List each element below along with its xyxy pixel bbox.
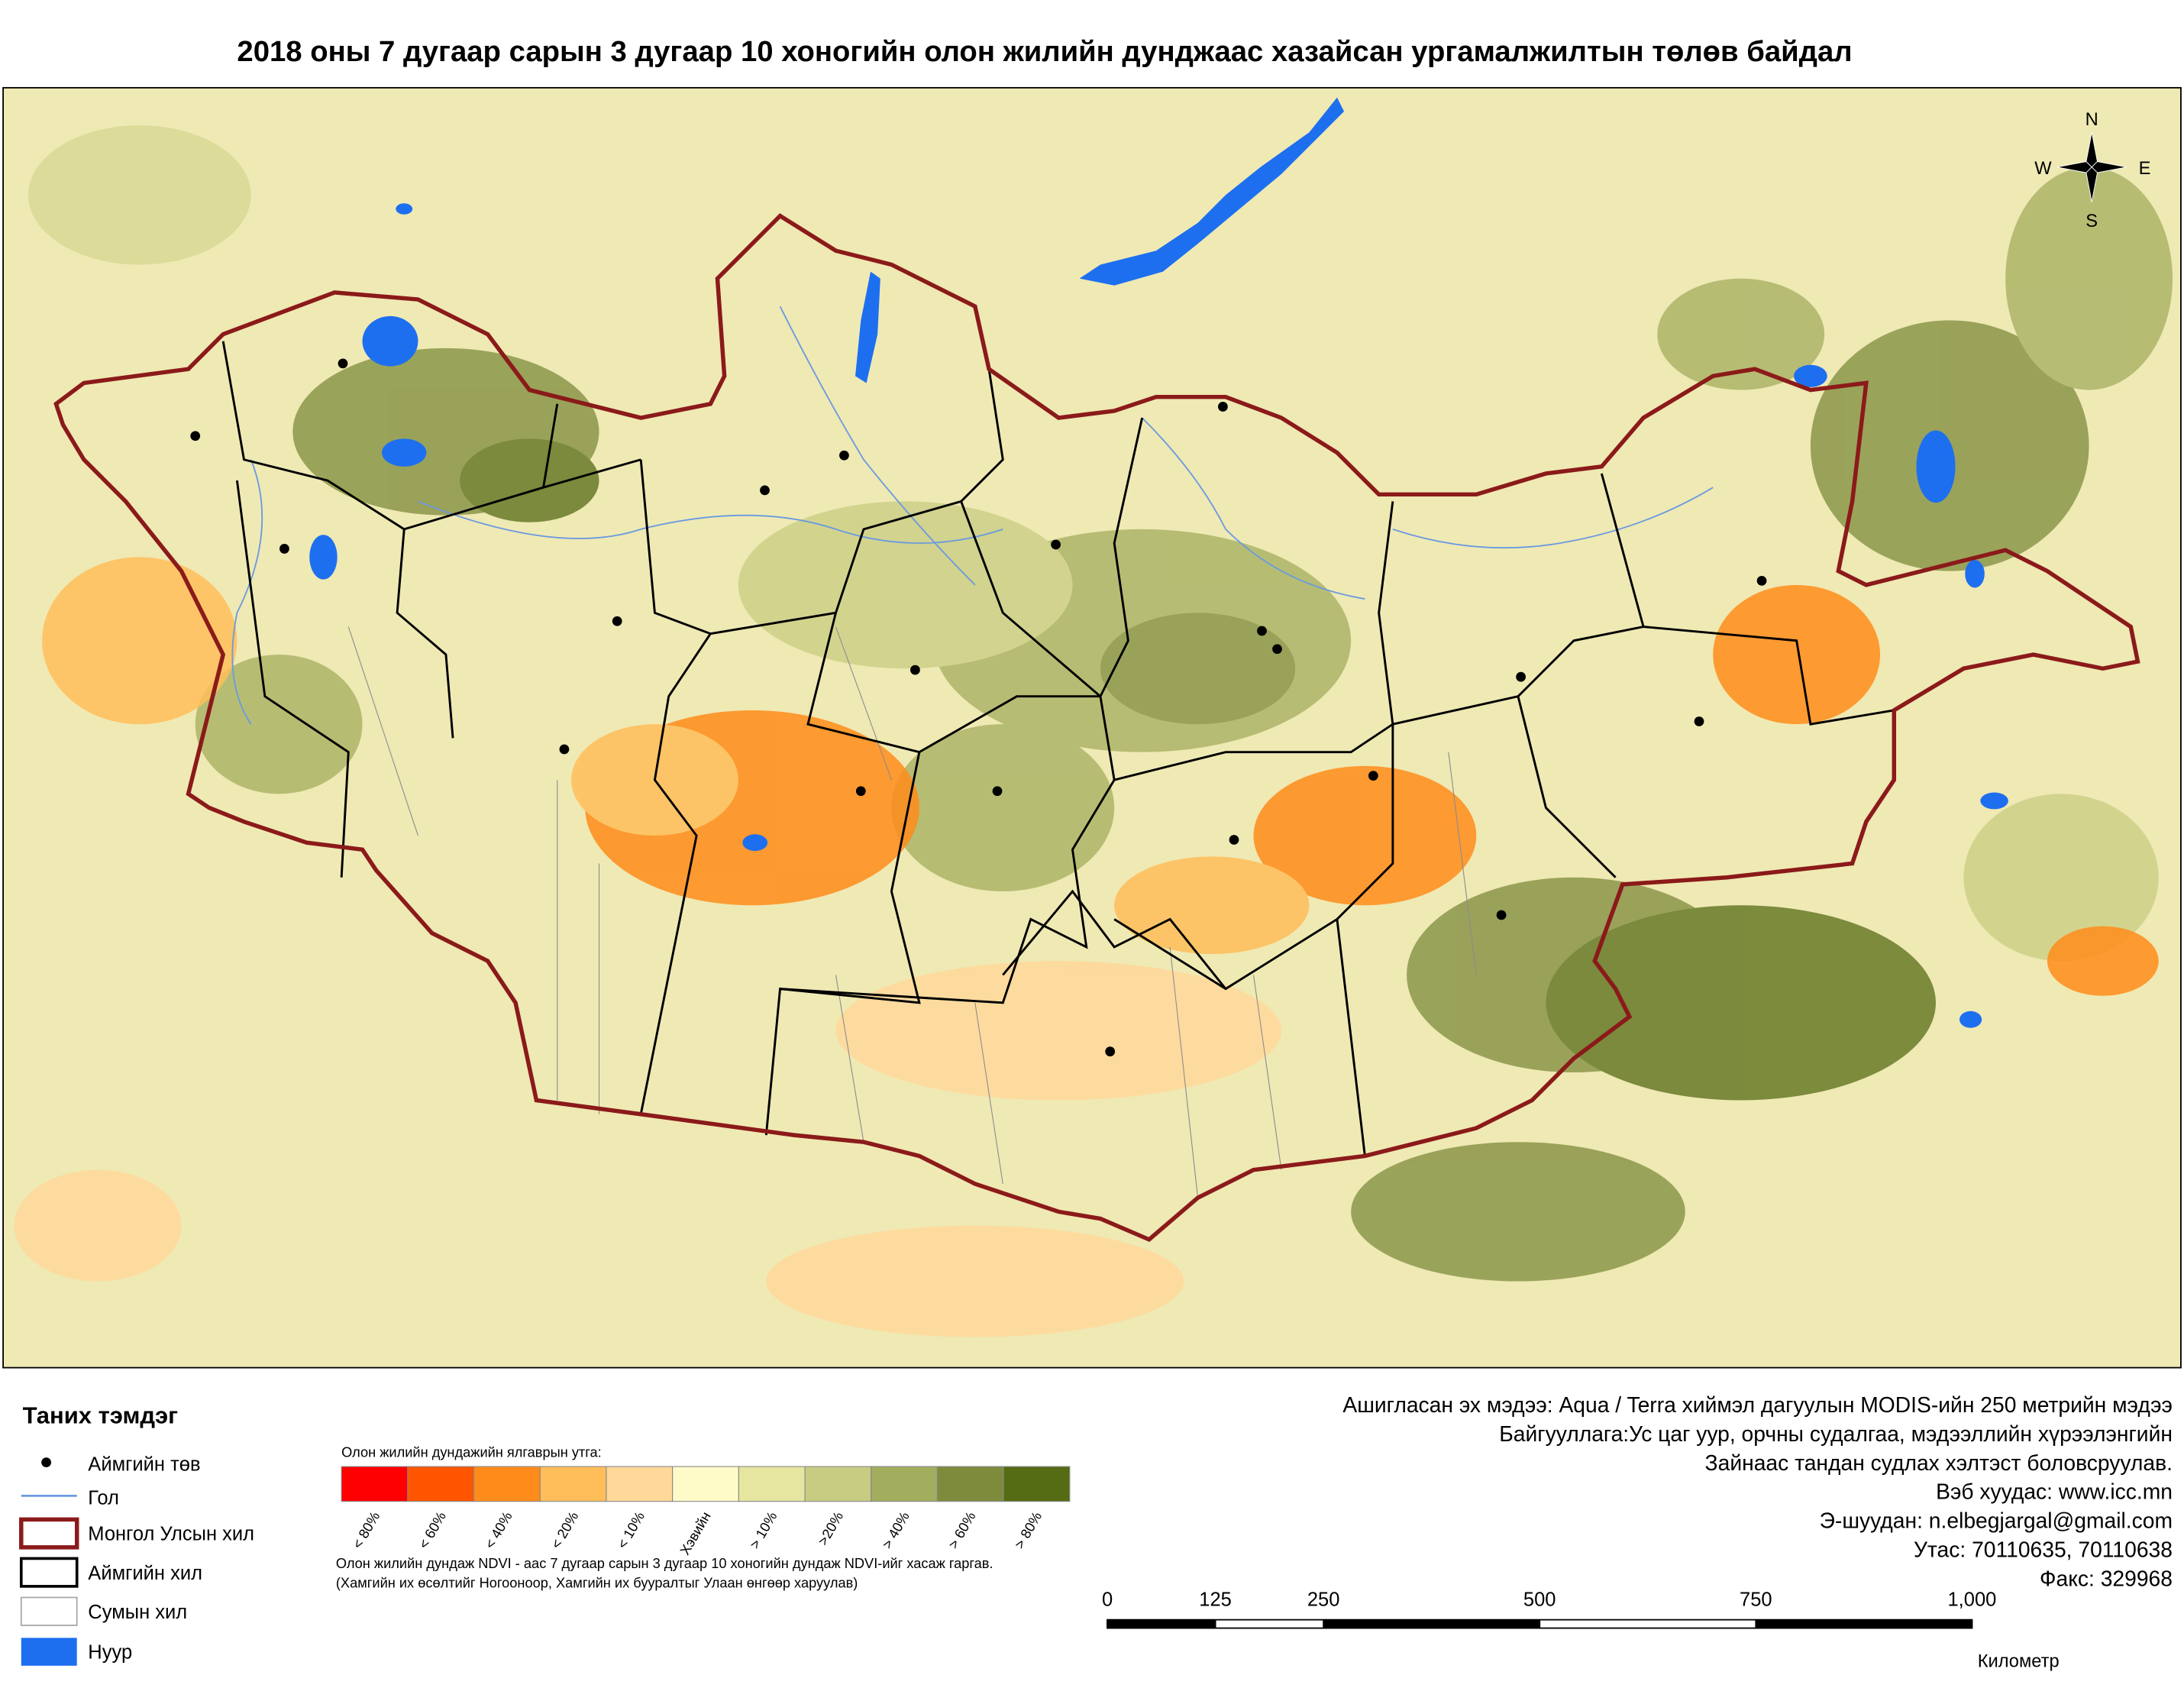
ndvi-scale: Олон жилийн дундажийн ялгаврын утга: < 8… — [341, 1444, 1071, 1557]
scale-bar-label: 125 — [1199, 1589, 1232, 1610]
ndvi-swatch — [539, 1466, 607, 1502]
scale-bar: 0 125 250 500 750 1,000 Километр — [1102, 1589, 2060, 1671]
scale-bar-segment — [1323, 1619, 1540, 1628]
title: 2018 оны 7 дугаар сарын 3 дугаар 10 хоно… — [237, 35, 1852, 68]
legend-symbol-national — [19, 1517, 79, 1550]
ndvi-swatch — [341, 1466, 409, 1502]
legend-item: Аймгийн хил — [88, 1563, 202, 1584]
scale-bar-label: 500 — [1523, 1589, 1556, 1610]
credit-line: Байгууллага:Ус цаг уур, орчны судалгаа, … — [1499, 1421, 2173, 1446]
note: Олон жилийн дундаж NDVI - аас 7 дугаар с… — [336, 1555, 993, 1571]
legend-symbol-sum — [20, 1596, 78, 1626]
legend-title: Таних тэмдэг — [23, 1402, 179, 1429]
ndvi-class-label: < 20% — [548, 1509, 581, 1551]
ndvi-swatch — [672, 1466, 739, 1502]
scale-bar-label: 250 — [1307, 1589, 1340, 1610]
credit-line: Ашигласан эх мэдээ: Aqua / Terra хиймэл … — [1342, 1392, 2173, 1417]
credit-line: Утас: 70110635, 70110638 — [1914, 1538, 2173, 1562]
legend-item: Монгол Улсын хил — [88, 1524, 254, 1545]
vegetation-orange — [14, 557, 2159, 1337]
legend-symbol-aimag — [19, 1557, 79, 1588]
credit-line: Э-шуудан: n.elbegjargal@gmail.com — [1820, 1509, 2173, 1533]
compass: N S W E — [2034, 110, 2150, 231]
credits: Ашигласан эх мэдээ: Aqua / Terra хиймэл … — [1342, 1392, 2173, 1591]
ndvi-class-label: > 10% — [746, 1509, 780, 1551]
ndvi-swatch — [804, 1466, 872, 1502]
scale-bar-label: 750 — [1740, 1589, 1772, 1610]
credit-line: Факс: 329968 — [2040, 1567, 2173, 1591]
scale-bar-label: 1,000 — [1947, 1589, 1996, 1610]
scale-bar-label: 0 — [1102, 1589, 1113, 1610]
ndvi-class-label: < 40% — [481, 1509, 515, 1551]
scale-bar-segment — [1107, 1619, 1216, 1628]
ndvi-class-label: >20% — [814, 1509, 846, 1547]
ndvi-swatch — [1003, 1466, 1071, 1502]
ndvi-swatch — [936, 1466, 1004, 1502]
legend-symbol-center — [41, 1457, 51, 1467]
scale-bar-segment — [1756, 1619, 1972, 1628]
legend-item: Аймгийн төв — [88, 1454, 200, 1476]
ndvi-class-label: < 10% — [614, 1509, 648, 1551]
ndvi-swatch — [606, 1466, 674, 1502]
ndvi-class-label: > 40% — [879, 1509, 913, 1551]
ndvi-class-label: < 60% — [415, 1509, 449, 1551]
compass-e: E — [2139, 159, 2151, 179]
credit-line: Вэб хуудас: www.icc.mn — [1936, 1479, 2173, 1504]
national-border — [53, 213, 2140, 1243]
scale-bar-unit: Километр — [1978, 1652, 2060, 1672]
ndvi-scale-title: Олон жилийн дундажийн ялгаврын утга: — [341, 1444, 602, 1460]
credit-line: Зайнаас тандан судлах хэлтэст боловсруул… — [1705, 1450, 2173, 1475]
ndvi-swatch — [871, 1466, 938, 1502]
legend-symbol-lake — [21, 1638, 77, 1666]
legend-item: Нуур — [88, 1642, 132, 1664]
sum-borders — [347, 626, 1477, 1198]
legend-item: Гол — [88, 1487, 119, 1509]
compass-s: S — [2085, 212, 2098, 231]
rivers — [231, 306, 1714, 725]
compass-w: W — [2034, 159, 2052, 179]
ndvi-swatch — [473, 1466, 541, 1502]
vegetation-green — [27, 125, 2173, 1282]
map-frame: N S W E — [2, 86, 2182, 1369]
ndvi-class-label: < 80% — [349, 1509, 383, 1551]
ndvi-class-label: > 60% — [945, 1509, 978, 1551]
lakes — [309, 97, 2008, 1028]
ndvi-class-label: Хэвийн — [677, 1509, 714, 1557]
ndvi-swatch — [407, 1466, 475, 1502]
legend: Таних тэмдэг Аймгийн төв Гол Монгол Улсы… — [19, 1402, 254, 1666]
compass-n: N — [2085, 110, 2098, 130]
aimag-borders — [221, 341, 1895, 1156]
legend-item: Сумын хил — [88, 1602, 187, 1623]
ndvi-class-label: > 80% — [1011, 1509, 1045, 1551]
aimag-centers — [190, 358, 1767, 1057]
note: (Хамгийн их өсөлтийг Ногооноор, Хамгийн … — [336, 1575, 858, 1591]
ndvi-swatch — [738, 1466, 806, 1502]
